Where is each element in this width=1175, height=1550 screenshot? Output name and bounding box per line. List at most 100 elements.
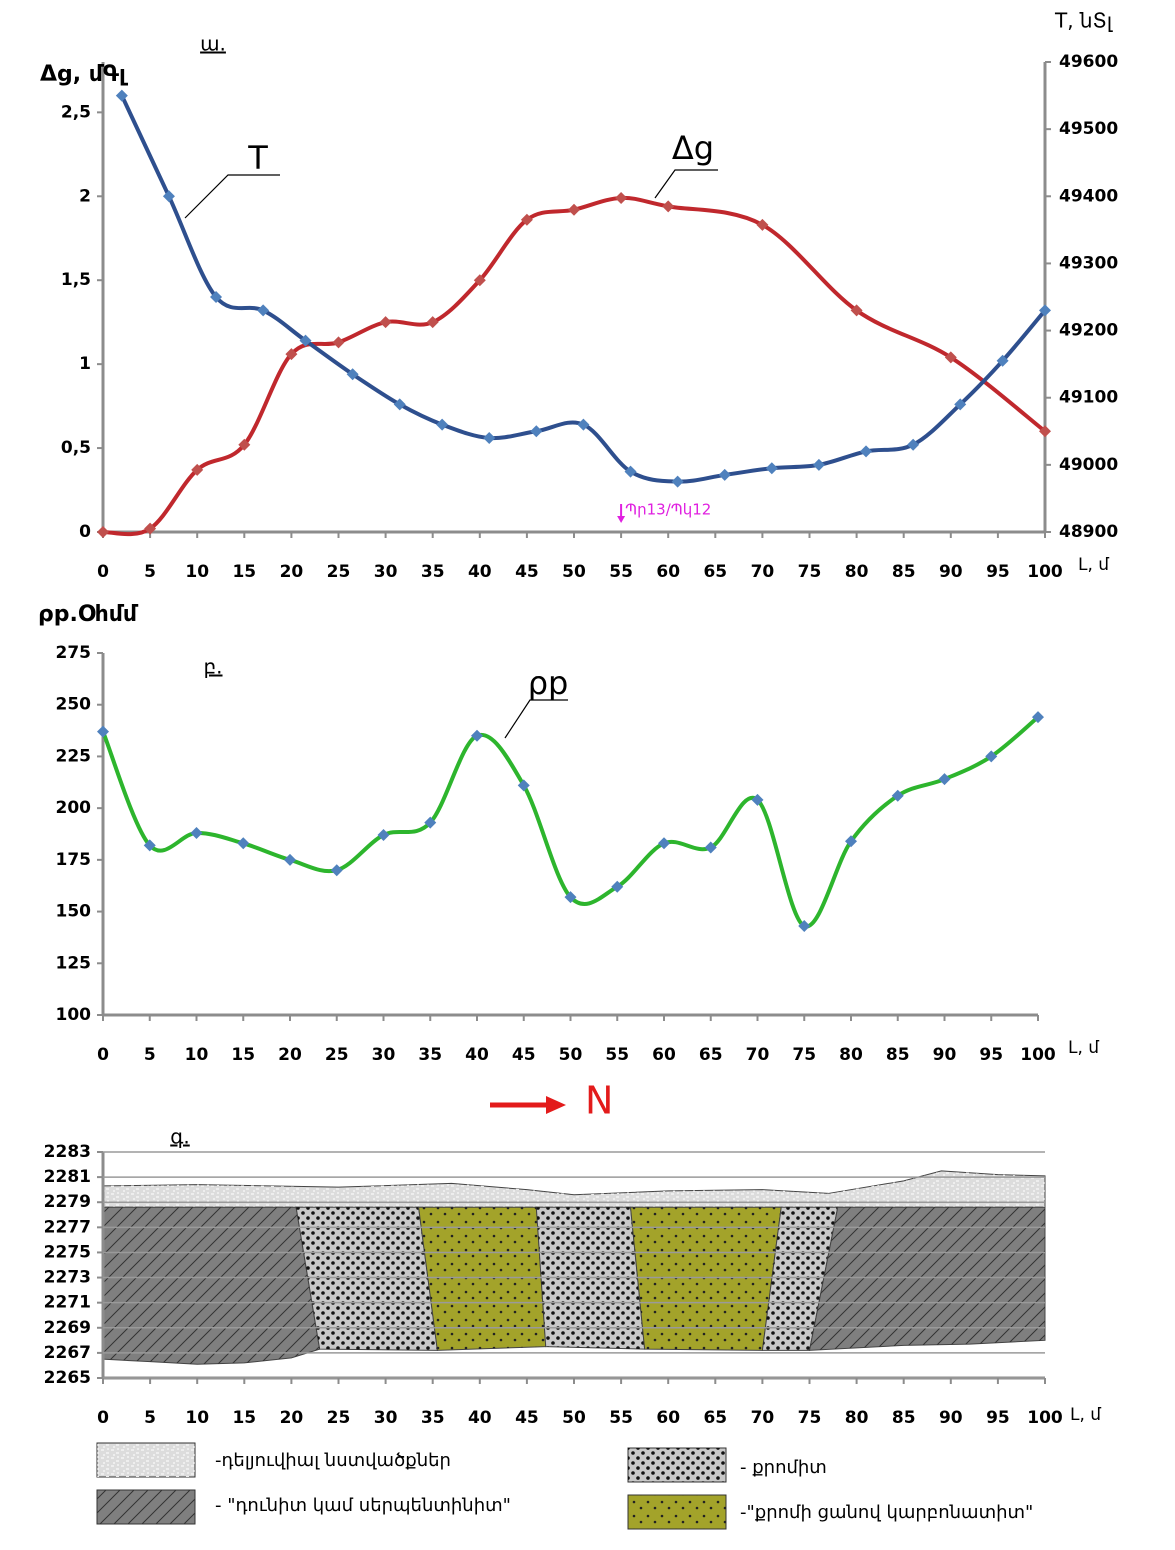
y-tick-label: 175 bbox=[56, 850, 92, 870]
point bbox=[624, 465, 637, 478]
point bbox=[162, 190, 175, 203]
point bbox=[564, 891, 577, 904]
point bbox=[907, 438, 920, 451]
point bbox=[377, 829, 390, 842]
panel-label: գ. bbox=[170, 1125, 190, 1149]
point bbox=[191, 463, 204, 476]
series-label: Δg bbox=[672, 129, 714, 167]
point bbox=[530, 425, 543, 438]
x-tick-label: 75 bbox=[798, 562, 822, 582]
x-tick-label: 90 bbox=[939, 562, 963, 582]
point bbox=[577, 418, 590, 431]
y-tick-label: 225 bbox=[56, 746, 92, 766]
direction-label: N bbox=[585, 1079, 613, 1123]
point bbox=[520, 213, 533, 226]
point bbox=[237, 837, 250, 850]
point bbox=[436, 418, 449, 431]
point bbox=[1032, 711, 1044, 724]
y-tick-label: 200 bbox=[56, 798, 92, 818]
point bbox=[1039, 304, 1051, 317]
legend-label: - քրոմիտ bbox=[740, 1457, 827, 1478]
point bbox=[985, 750, 998, 763]
x-tick-label: 40 bbox=[468, 562, 492, 582]
series-label-leader bbox=[504, 699, 568, 739]
point bbox=[891, 789, 904, 802]
y2-tick-label: 49300 bbox=[1059, 253, 1118, 273]
point bbox=[426, 316, 439, 329]
y-axis-label: ρp.Օհմմ bbox=[38, 602, 139, 627]
y-tick-label: 275 bbox=[56, 643, 92, 663]
y-tick-label: 2 bbox=[79, 186, 91, 206]
point bbox=[483, 432, 496, 444]
y2-tick-label: 49000 bbox=[1059, 455, 1118, 475]
x-tick-label: 75 bbox=[798, 1408, 822, 1428]
y2-tick-label: 49500 bbox=[1059, 119, 1118, 139]
x-tick-label: 60 bbox=[656, 1408, 680, 1428]
x-tick-label: 75 bbox=[792, 1045, 816, 1065]
point bbox=[332, 336, 345, 349]
x-tick-label: 10 bbox=[185, 1408, 209, 1428]
x-tick-label: 5 bbox=[144, 1045, 156, 1065]
y-tick-label: 2269 bbox=[44, 1318, 91, 1338]
x-tick-label: 0 bbox=[97, 1408, 109, 1428]
point bbox=[346, 368, 359, 381]
point bbox=[284, 853, 296, 866]
x-tick-label: 95 bbox=[986, 562, 1010, 582]
series-line bbox=[102, 195, 1047, 537]
legend-label: -դելյուվիալ նստվածքներ bbox=[215, 1450, 451, 1471]
y-tick-label: 2271 bbox=[44, 1293, 91, 1313]
point bbox=[144, 522, 157, 535]
x-tick-label: 35 bbox=[421, 562, 445, 582]
x-tick-label: 70 bbox=[751, 1408, 775, 1428]
x-tick-label: 100 bbox=[1027, 1408, 1063, 1428]
y2-tick-label: 49200 bbox=[1059, 321, 1118, 341]
x-tick-label: 85 bbox=[892, 562, 916, 582]
x-tick-label: 85 bbox=[886, 1045, 910, 1065]
point bbox=[299, 334, 312, 347]
point bbox=[860, 445, 873, 458]
point bbox=[671, 475, 684, 488]
x-tick-label: 20 bbox=[280, 562, 304, 582]
x-tick-label: 25 bbox=[327, 1408, 351, 1428]
y-tick-label: 125 bbox=[56, 953, 92, 973]
x-tick-label: 5 bbox=[144, 562, 156, 582]
y2-tick-label: 48900 bbox=[1059, 522, 1118, 542]
point bbox=[751, 793, 764, 806]
legend-label: - "դունիտ կամ սերպենտինիտ" bbox=[215, 1495, 511, 1516]
legend-swatch-pattern bbox=[97, 1443, 195, 1477]
y-tick-label: 1,5 bbox=[61, 270, 91, 290]
x-tick-label: 15 bbox=[231, 1045, 255, 1065]
point bbox=[568, 203, 580, 216]
point bbox=[615, 191, 628, 204]
x-tick-label: 15 bbox=[232, 1408, 256, 1428]
point bbox=[845, 835, 857, 848]
x-tick-label: 30 bbox=[374, 1408, 398, 1428]
y-tick-label: 250 bbox=[56, 695, 92, 715]
point bbox=[471, 729, 483, 742]
point bbox=[285, 348, 298, 361]
annotation: Պր13/Պկ12 bbox=[625, 501, 711, 519]
x-tick-label: 60 bbox=[652, 1045, 676, 1065]
x-tick-label: 35 bbox=[421, 1408, 445, 1428]
direction-arrow-head bbox=[546, 1096, 566, 1114]
point bbox=[330, 864, 343, 877]
x-tick-label: 0 bbox=[97, 562, 109, 582]
x-tick-label: 25 bbox=[327, 562, 351, 582]
y-tick-label: 1 bbox=[79, 354, 91, 374]
y-axis-label: Δg, մԳլ bbox=[40, 62, 129, 87]
legend-label: -"քրոմի ցանով կարբոնատիտ" bbox=[740, 1502, 1033, 1523]
point bbox=[996, 354, 1009, 367]
series-label-leader bbox=[654, 169, 718, 199]
point bbox=[473, 274, 486, 287]
rock-layer-pattern bbox=[418, 1207, 546, 1351]
legend-swatch-pattern bbox=[97, 1490, 195, 1524]
y-tick-label: 0,5 bbox=[61, 438, 91, 458]
x-tick-label: 10 bbox=[185, 562, 209, 582]
panel-label: բ. bbox=[203, 655, 222, 679]
legend-swatch-pattern bbox=[628, 1495, 726, 1529]
point bbox=[115, 89, 128, 102]
panel-label: ա. bbox=[200, 32, 226, 56]
point bbox=[756, 218, 769, 231]
point bbox=[611, 880, 624, 893]
rock-layer-pattern bbox=[630, 1207, 782, 1351]
